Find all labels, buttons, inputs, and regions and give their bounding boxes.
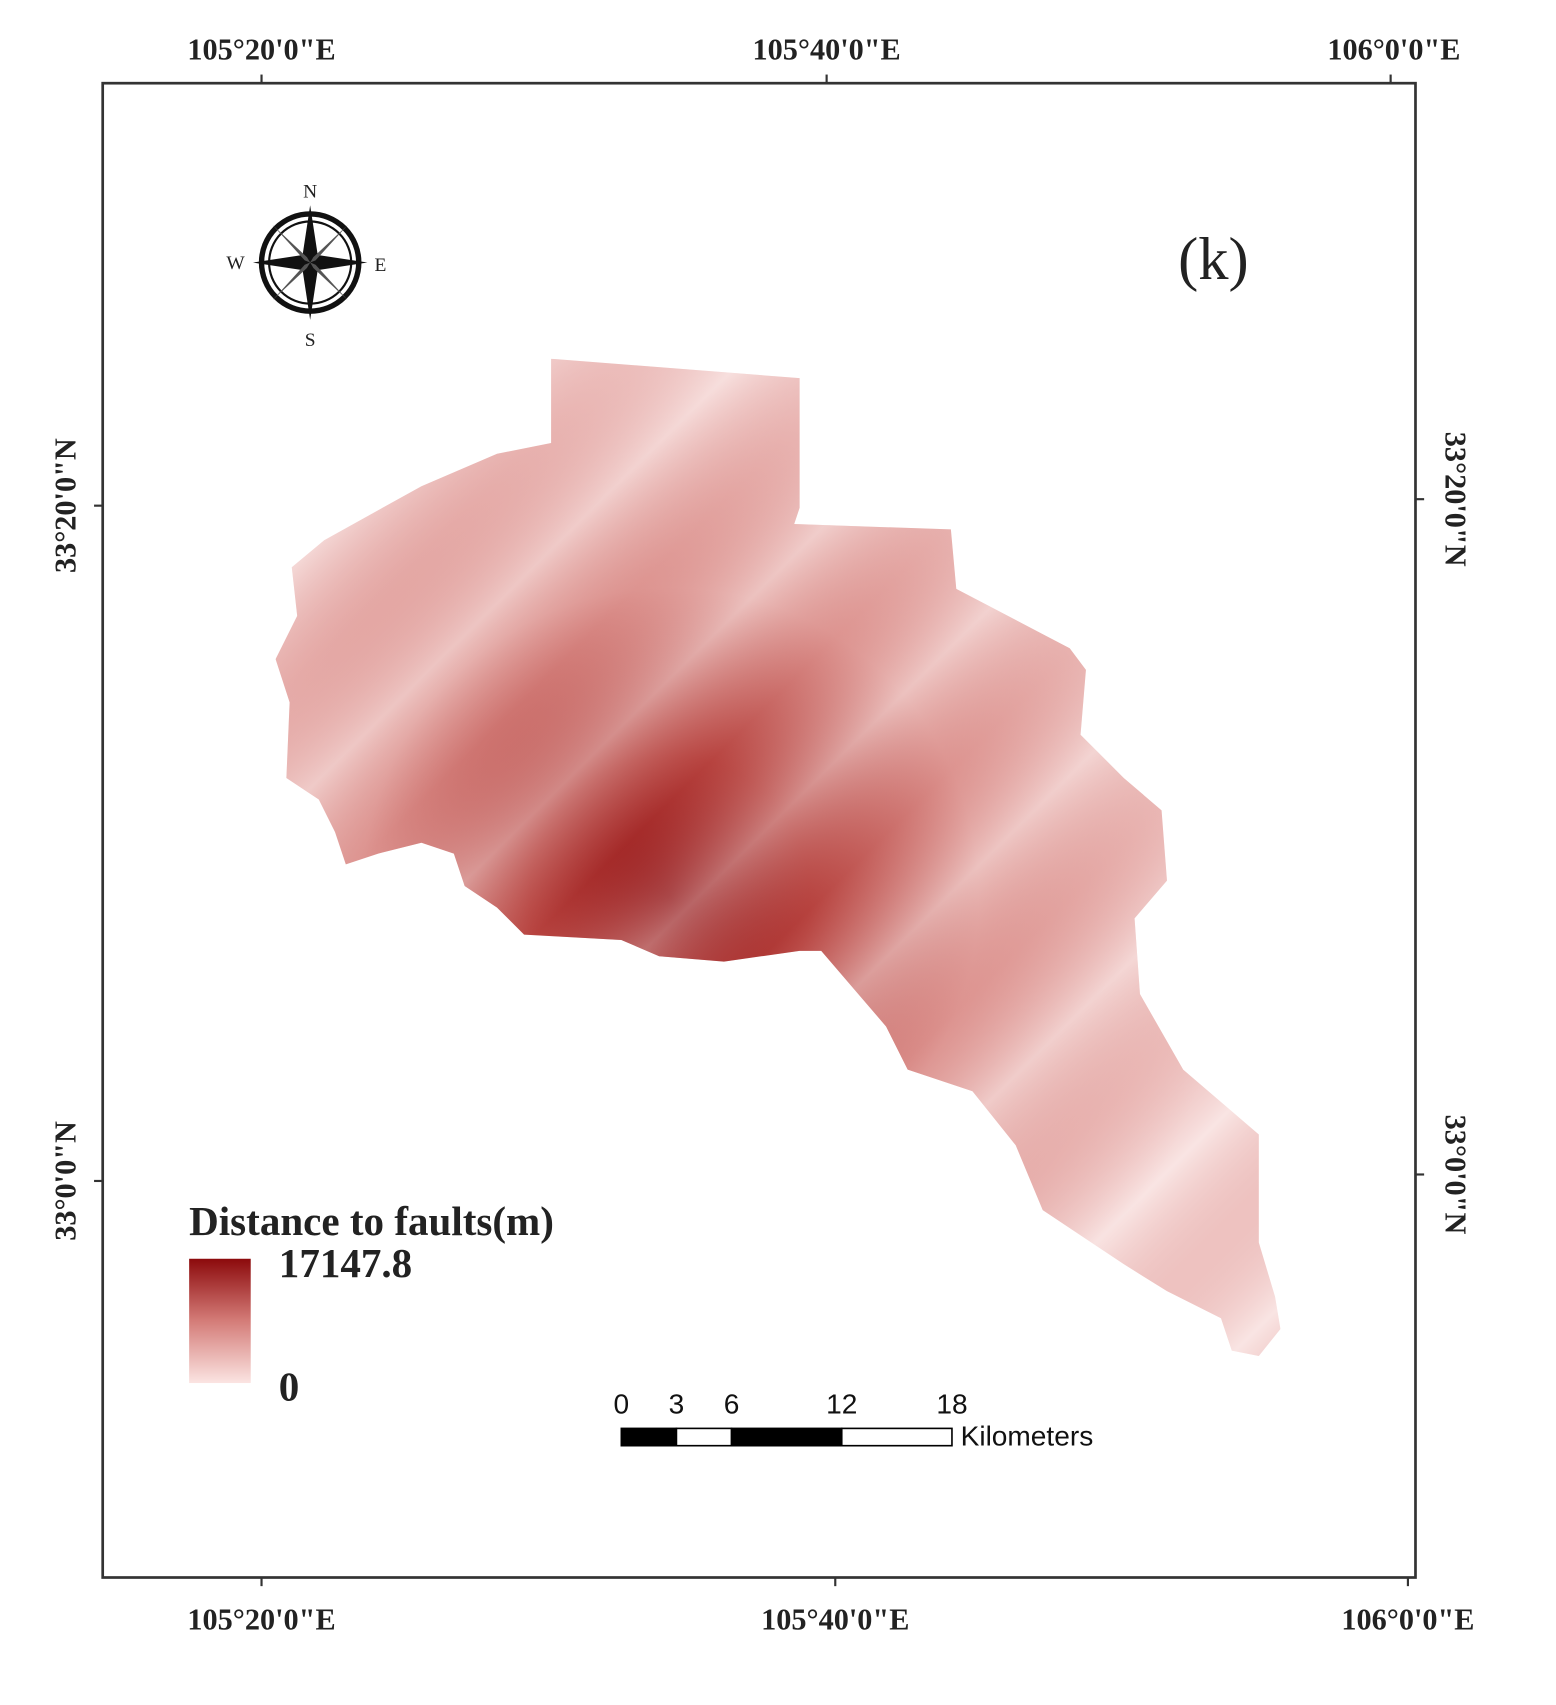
right-label: 33°20'0"N — [1439, 432, 1473, 567]
legend-max: 17147.8 — [279, 1240, 412, 1286]
left-label: 33°20'0"N — [49, 438, 83, 573]
scale-tick-label: 0 — [614, 1388, 630, 1419]
panel-label: (k) — [1178, 226, 1249, 293]
legend-title: Distance to faults(m) — [189, 1198, 554, 1244]
top-label: 106°0'0"E — [1327, 32, 1460, 66]
top-label: 105°20'0"E — [187, 32, 335, 66]
compass-rose: N S W E — [226, 182, 386, 351]
bottom-label: 105°20'0"E — [187, 1602, 335, 1636]
legend: Distance to faults(m) 17147.8 0 — [189, 1198, 554, 1409]
scale-unit: Kilometers — [961, 1421, 1094, 1452]
scale-tick-label: 18 — [936, 1388, 967, 1419]
legend-ramp — [189, 1258, 251, 1384]
compass-n: N — [303, 182, 317, 203]
left-label: 33°0'0"N — [49, 1121, 83, 1241]
scale-segment — [675, 1427, 733, 1447]
right-label: 33°0'0"N — [1439, 1115, 1473, 1235]
scale-segment — [840, 1427, 953, 1447]
map-frame — [101, 81, 1417, 1579]
scale-tick-label: 6 — [724, 1388, 740, 1419]
legend-min: 0 — [279, 1363, 300, 1409]
scale-tick-label: 3 — [669, 1388, 685, 1419]
bottom-label: 105°40'0"E — [761, 1602, 909, 1636]
scale-tick-label: 12 — [826, 1388, 857, 1419]
scale-segment — [620, 1427, 678, 1447]
scale-segment — [730, 1427, 843, 1447]
graticule-ticks — [94, 74, 1425, 1587]
bottom-label: 106°0'0"E — [1341, 1602, 1474, 1636]
compass-e: E — [374, 255, 386, 276]
compass-s: S — [305, 330, 316, 351]
compass-w: W — [226, 253, 245, 274]
top-label: 105°40'0"E — [753, 32, 901, 66]
